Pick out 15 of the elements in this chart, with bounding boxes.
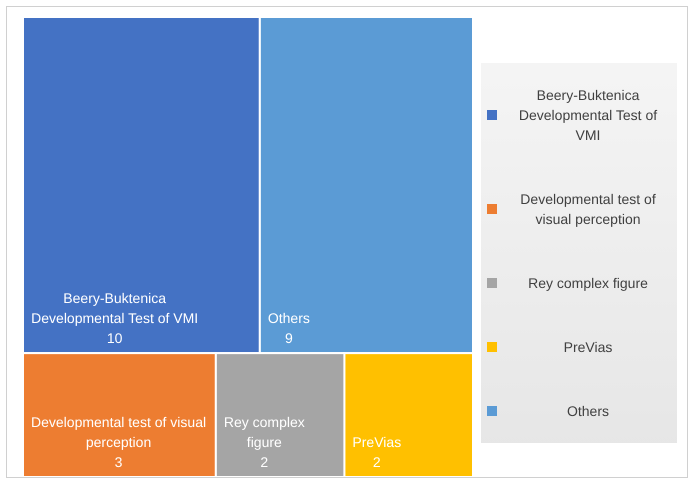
- category-label: PreVias: [564, 339, 612, 355]
- data-label: 3: [114, 454, 123, 470]
- category-label: Rey complex figure: [528, 275, 648, 291]
- category-label: Developmental test of visual perception: [520, 191, 656, 227]
- data-label: 2: [372, 454, 381, 470]
- category-label: Others: [566, 403, 609, 419]
- data-label: 9: [284, 330, 293, 346]
- category-label: PreVias: [352, 434, 402, 450]
- data-label: 2: [260, 454, 268, 470]
- data-label: 10: [106, 330, 123, 346]
- category-label: Beery-Buktenica Developmental Test of VMI: [31, 290, 198, 326]
- category-label: Developmental test of visual perception: [31, 414, 206, 450]
- category-label: Others: [268, 310, 310, 326]
- category-label: Rey complex figure: [224, 414, 305, 450]
- category-label: Beery-Buktenica Developmental Test of VMI: [518, 87, 658, 143]
